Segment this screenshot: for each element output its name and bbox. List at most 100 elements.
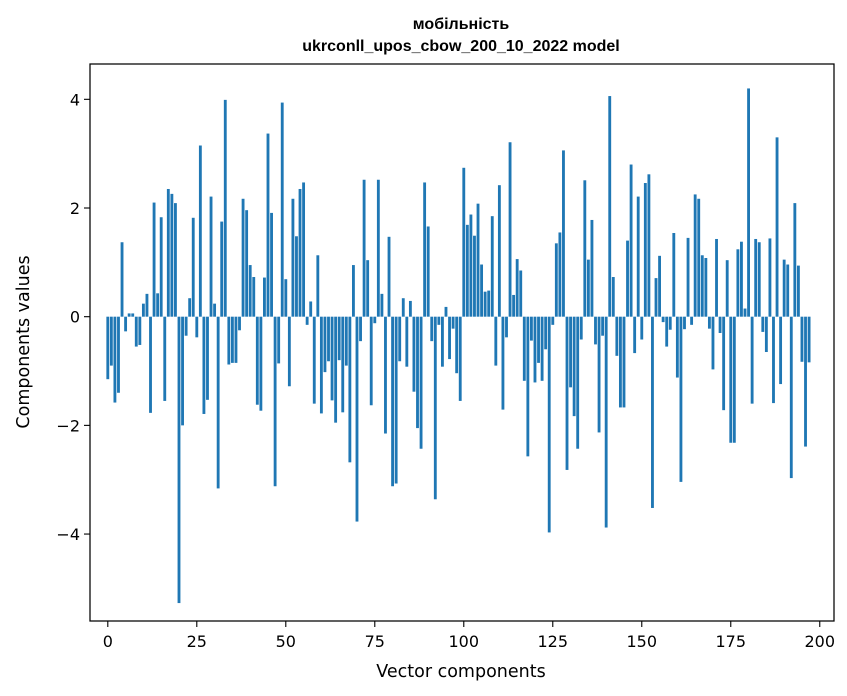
bar-165 <box>693 194 697 317</box>
plot-frame <box>89 63 835 622</box>
bar-167 <box>700 255 704 317</box>
bar-1 <box>109 316 113 366</box>
bar-12 <box>149 316 152 413</box>
bar-38 <box>241 198 245 317</box>
bar-195 <box>800 316 804 362</box>
bar-75 <box>373 316 377 324</box>
bar-91 <box>430 316 434 342</box>
bar-143 <box>615 316 619 356</box>
bar-156 <box>661 316 665 323</box>
bar-35 <box>230 316 234 363</box>
bar-111 <box>501 316 505 410</box>
bar-77 <box>380 293 384 317</box>
x-axis-ticks: 0 25 50 75 100 125 150 175 200 <box>103 621 835 651</box>
bar-150 <box>640 316 644 340</box>
bar-53 <box>295 236 298 317</box>
bar-99 <box>458 316 462 401</box>
bar-23 <box>188 298 192 317</box>
bar-103 <box>473 235 476 317</box>
bar-122 <box>540 316 544 381</box>
bar-190 <box>782 259 786 317</box>
bar-106 <box>483 291 487 317</box>
bar-184 <box>761 316 765 332</box>
bar-14 <box>156 293 160 317</box>
bar-24 <box>191 217 195 317</box>
bar-39 <box>245 210 249 317</box>
bar-148 <box>633 316 637 354</box>
bar-131 <box>572 316 576 417</box>
bar-56 <box>305 316 309 325</box>
bar-90 <box>426 226 430 317</box>
bar-71 <box>359 316 362 342</box>
bar-155 <box>658 255 661 317</box>
bar-3 <box>117 316 120 393</box>
bar-55 <box>302 182 306 317</box>
bar-28 <box>206 316 209 400</box>
bar-110 <box>497 185 501 317</box>
bar-31 <box>216 316 220 489</box>
bar-158 <box>668 316 672 330</box>
bar-21 <box>181 316 184 426</box>
bar-127 <box>558 232 562 317</box>
bar-65 <box>337 316 341 361</box>
bar-51 <box>287 316 291 387</box>
bar-59 <box>316 255 320 317</box>
bar-73 <box>366 260 370 317</box>
x-tick-label-5: 125 <box>538 632 569 651</box>
bar-25 <box>195 316 199 338</box>
bar-89 <box>423 182 427 317</box>
bars-group <box>106 88 811 604</box>
bar-132 <box>576 316 580 449</box>
bar-72 <box>362 179 366 317</box>
bar-42 <box>255 316 259 405</box>
bar-197 <box>807 316 811 363</box>
bar-166 <box>697 198 701 317</box>
bar-94 <box>441 316 444 367</box>
bar-169 <box>707 316 711 329</box>
bar-120 <box>533 316 537 383</box>
bar-101 <box>465 224 469 317</box>
bar-159 <box>672 233 676 317</box>
bar-113 <box>508 142 512 317</box>
bar-102 <box>469 214 473 317</box>
bar-134 <box>583 180 587 317</box>
bar-180 <box>747 88 750 317</box>
bar-123 <box>544 316 548 350</box>
bar-144 <box>618 316 622 408</box>
bar-67 <box>344 316 348 366</box>
bar-177 <box>736 249 740 317</box>
bar-63 <box>330 316 334 401</box>
bar-163 <box>686 237 690 317</box>
bar-126 <box>554 243 558 317</box>
bar-62 <box>327 316 330 362</box>
bar-160 <box>675 316 679 378</box>
bar-34 <box>227 316 231 365</box>
bar-15 <box>159 217 163 317</box>
bar-161 <box>679 316 683 482</box>
bar-192 <box>789 316 793 479</box>
bar-11 <box>145 293 149 317</box>
bar-125 <box>551 316 555 325</box>
bar-96 <box>448 316 451 360</box>
bar-100 <box>462 167 466 317</box>
bar-49 <box>280 102 284 317</box>
bar-153 <box>651 316 654 508</box>
bar-29 <box>209 196 213 317</box>
bar-92 <box>433 316 437 500</box>
bar-164 <box>690 316 694 325</box>
bar-74 <box>369 316 373 406</box>
x-tick-label-3: 75 <box>365 632 385 651</box>
bar-105 <box>480 264 484 317</box>
bar-44 <box>263 277 266 317</box>
x-tick-label-6: 150 <box>626 632 657 651</box>
bar-170 <box>711 316 715 370</box>
chart-title: мобільність <box>413 16 510 33</box>
bar-46 <box>270 212 273 317</box>
bar-154 <box>654 278 658 317</box>
bar-66 <box>341 316 345 413</box>
bar-83 <box>401 298 405 317</box>
y-tick-label-4: 4 <box>70 90 80 109</box>
bar-181 <box>750 316 754 404</box>
bar-52 <box>291 198 295 317</box>
